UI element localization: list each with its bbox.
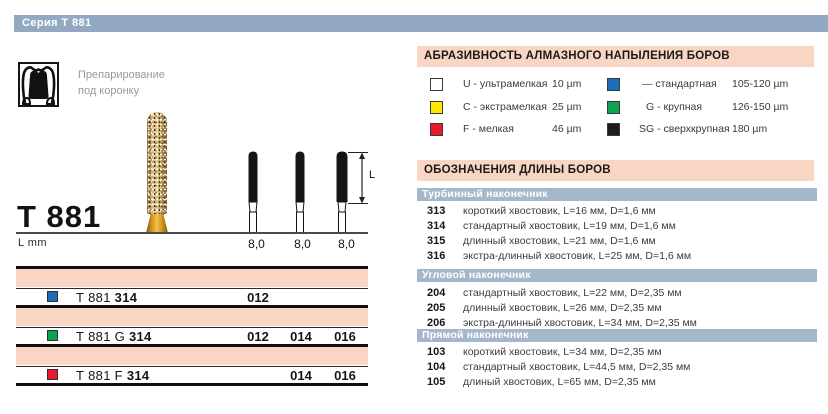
grit-label: C - экстрамелкая <box>463 101 547 113</box>
grit-size: 25 µm <box>552 101 582 113</box>
product-name-prefix: Т 881 <box>76 290 111 305</box>
caption-line-1: Препарирование <box>78 69 165 81</box>
product-name-prefix: Т 881 G <box>76 329 126 344</box>
length-desc: экстра-длинный хвостовик, L=25 мм, D=1,6… <box>463 250 692 262</box>
lengths-section-title: ОБОЗНАЧЕНИЯ ДЛИНЫ БОРОВ <box>417 160 814 181</box>
grit-color-swatch <box>47 369 58 380</box>
grit-size: 180 µm <box>732 123 768 135</box>
length-desc: короткий хвостовик, L=16 мм, D=1,6 мм <box>463 205 656 217</box>
length-code: 204 <box>427 287 446 299</box>
product-name: Т 881 314 <box>76 290 137 305</box>
length-code: 205 <box>427 302 446 314</box>
diamond-bur-photo-head <box>147 112 167 215</box>
grit-label: U - ультрамелкая <box>463 78 548 90</box>
table-row: Т 881 G 314 012 014 016 <box>16 328 368 344</box>
grit-label: G - крупная <box>646 101 703 113</box>
length-code: 104 <box>427 361 446 373</box>
grit-color-swatch-c <box>430 101 443 114</box>
grit-color-swatch-standard <box>607 78 620 91</box>
length-code: 103 <box>427 346 446 358</box>
table-rule-thin <box>16 365 368 367</box>
series-header-bar: Серия Т 881 <box>14 15 828 32</box>
bur-silhouette-3 <box>336 151 347 234</box>
bur-silhouette-2 <box>294 151 305 234</box>
grit-label: — стандартная <box>642 78 717 90</box>
size-cell: 012 <box>247 290 269 305</box>
grit-color-swatch <box>47 330 58 341</box>
table-rule <box>16 266 368 269</box>
scale-baseline <box>16 232 368 234</box>
size-cell: 012 <box>247 329 269 344</box>
group-bar-straight: Прямой наконечник <box>417 329 817 342</box>
product-name-prefix: Т 881 F <box>76 368 123 383</box>
size-cell: 014 <box>290 368 312 383</box>
length-desc: длинный хвостовик, L=26 мм, D=2,35 мм <box>463 302 662 314</box>
table-rule-thin <box>16 326 368 328</box>
table-pink-band <box>16 347 368 365</box>
table-rule <box>16 305 368 308</box>
table-rule <box>16 383 368 386</box>
product-name: Т 881 F 314 <box>76 368 149 383</box>
product-name-shank-code: 314 <box>114 290 138 305</box>
grit-color-swatch-g <box>607 101 620 114</box>
bur-silhouette-1 <box>247 151 258 234</box>
dimension-label: L <box>369 169 376 181</box>
group-bar-angle: Угловой наконечник <box>417 269 817 282</box>
size-cell: 014 <box>290 329 312 344</box>
table-pink-band <box>16 269 368 287</box>
length-code: 316 <box>427 250 446 262</box>
grit-label: SG - сверхкрупная <box>639 123 730 135</box>
length-code: 315 <box>427 235 446 247</box>
grit-color-swatch-u <box>430 78 443 91</box>
grit-label: F - мелкая <box>463 123 514 135</box>
caption-line-2: под коронку <box>78 85 140 97</box>
grit-size: 46 µm <box>552 123 582 135</box>
length-code: 313 <box>427 205 446 217</box>
head-size-label-1: 8,0 <box>248 237 265 251</box>
product-name: Т 881 G 314 <box>76 329 152 344</box>
product-name-shank-code: 314 <box>129 329 152 344</box>
length-code: 314 <box>427 220 446 232</box>
grit-size: 10 µm <box>552 78 582 90</box>
table-rule-thin <box>16 287 368 289</box>
head-size-label-3: 8,0 <box>338 237 355 251</box>
product-name-shank-code: 314 <box>126 368 150 383</box>
length-dimension-arrow <box>348 152 368 204</box>
length-desc: короткий хвостовик, L=34 мм, D=2,35 мм <box>463 346 662 358</box>
grit-color-swatch-f <box>430 123 443 136</box>
table-row: Т 881 314 012 <box>16 289 368 305</box>
application-caption: Препарирование под коронку <box>78 67 208 99</box>
grit-color-swatch <box>47 291 58 302</box>
length-desc: стандартный хвостовик, L=44,5 мм, D=2,35… <box>463 361 691 373</box>
length-desc: длиный хвостовик, L=65 мм, D=2,35 мм <box>463 376 656 388</box>
length-code: 206 <box>427 317 446 329</box>
tooth-crown-glyph <box>21 66 56 105</box>
product-code-title: Т 881 <box>17 199 102 234</box>
table-pink-band <box>16 308 368 326</box>
grit-color-swatch-sg <box>607 123 620 136</box>
grit-size: 105-120 µm <box>732 78 789 90</box>
length-desc: длинный хвостовик, L=21 мм, D=1,6 мм <box>463 235 656 247</box>
head-size-label-2: 8,0 <box>294 237 311 251</box>
size-cell: 016 <box>334 329 356 344</box>
length-desc: стандартный хвостовик, L=19 мм, D=1,6 мм <box>463 220 676 232</box>
scale-label: L mm <box>18 237 48 249</box>
abrasive-section-title: АБРАЗИВНОСТЬ АЛМАЗНОГО НАПЫЛЕНИЯ БОРОВ <box>417 46 814 67</box>
length-code: 105 <box>427 376 446 388</box>
tooth-crown-icon <box>18 62 59 107</box>
size-cell: 016 <box>334 368 356 383</box>
group-bar-turbine: Турбинный наконечник <box>417 188 817 201</box>
grit-size: 126-150 µm <box>732 101 789 113</box>
diamond-bur-photo-shank <box>146 214 168 233</box>
table-row: Т 881 F 314 014 016 <box>16 367 368 383</box>
length-desc: стандартный хвостовик, L=22 мм, D=2,35 м… <box>463 287 682 299</box>
table-rule <box>16 344 368 347</box>
length-desc: экстра-длинный хвостовик, L=34 мм, D=2,3… <box>463 317 697 329</box>
